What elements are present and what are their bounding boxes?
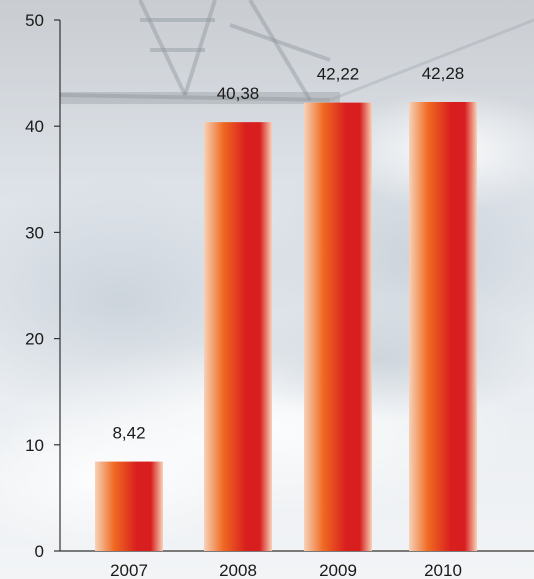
bar-2008 xyxy=(204,122,272,551)
y-tick-label: 20 xyxy=(25,330,44,349)
data-label: 8,42 xyxy=(112,424,145,443)
y-tick-label: 40 xyxy=(25,117,44,136)
data-label: 40,38 xyxy=(217,84,260,103)
data-label: 42,28 xyxy=(422,64,465,83)
data-labels: 8,42 40,38 42,22 42,28 xyxy=(112,64,464,443)
y-axis-ticks: 0 10 20 30 40 50 xyxy=(25,11,60,561)
x-tick-label: 2009 xyxy=(319,561,357,579)
data-label: 42,22 xyxy=(317,65,360,84)
bar-2009 xyxy=(304,102,372,551)
y-tick-label: 10 xyxy=(25,436,44,455)
y-tick-label: 30 xyxy=(25,223,44,242)
x-tick-label: 2007 xyxy=(110,561,148,579)
x-axis-labels: 2007 2008 2009 2010 xyxy=(110,561,462,579)
y-tick-label: 50 xyxy=(25,11,44,30)
y-tick-label: 0 xyxy=(35,542,44,561)
bars xyxy=(95,101,477,552)
x-tick-label: 2008 xyxy=(219,561,257,579)
bar-2007 xyxy=(95,461,163,551)
x-tick-label: 2010 xyxy=(424,561,462,579)
bar-2010 xyxy=(409,101,477,552)
